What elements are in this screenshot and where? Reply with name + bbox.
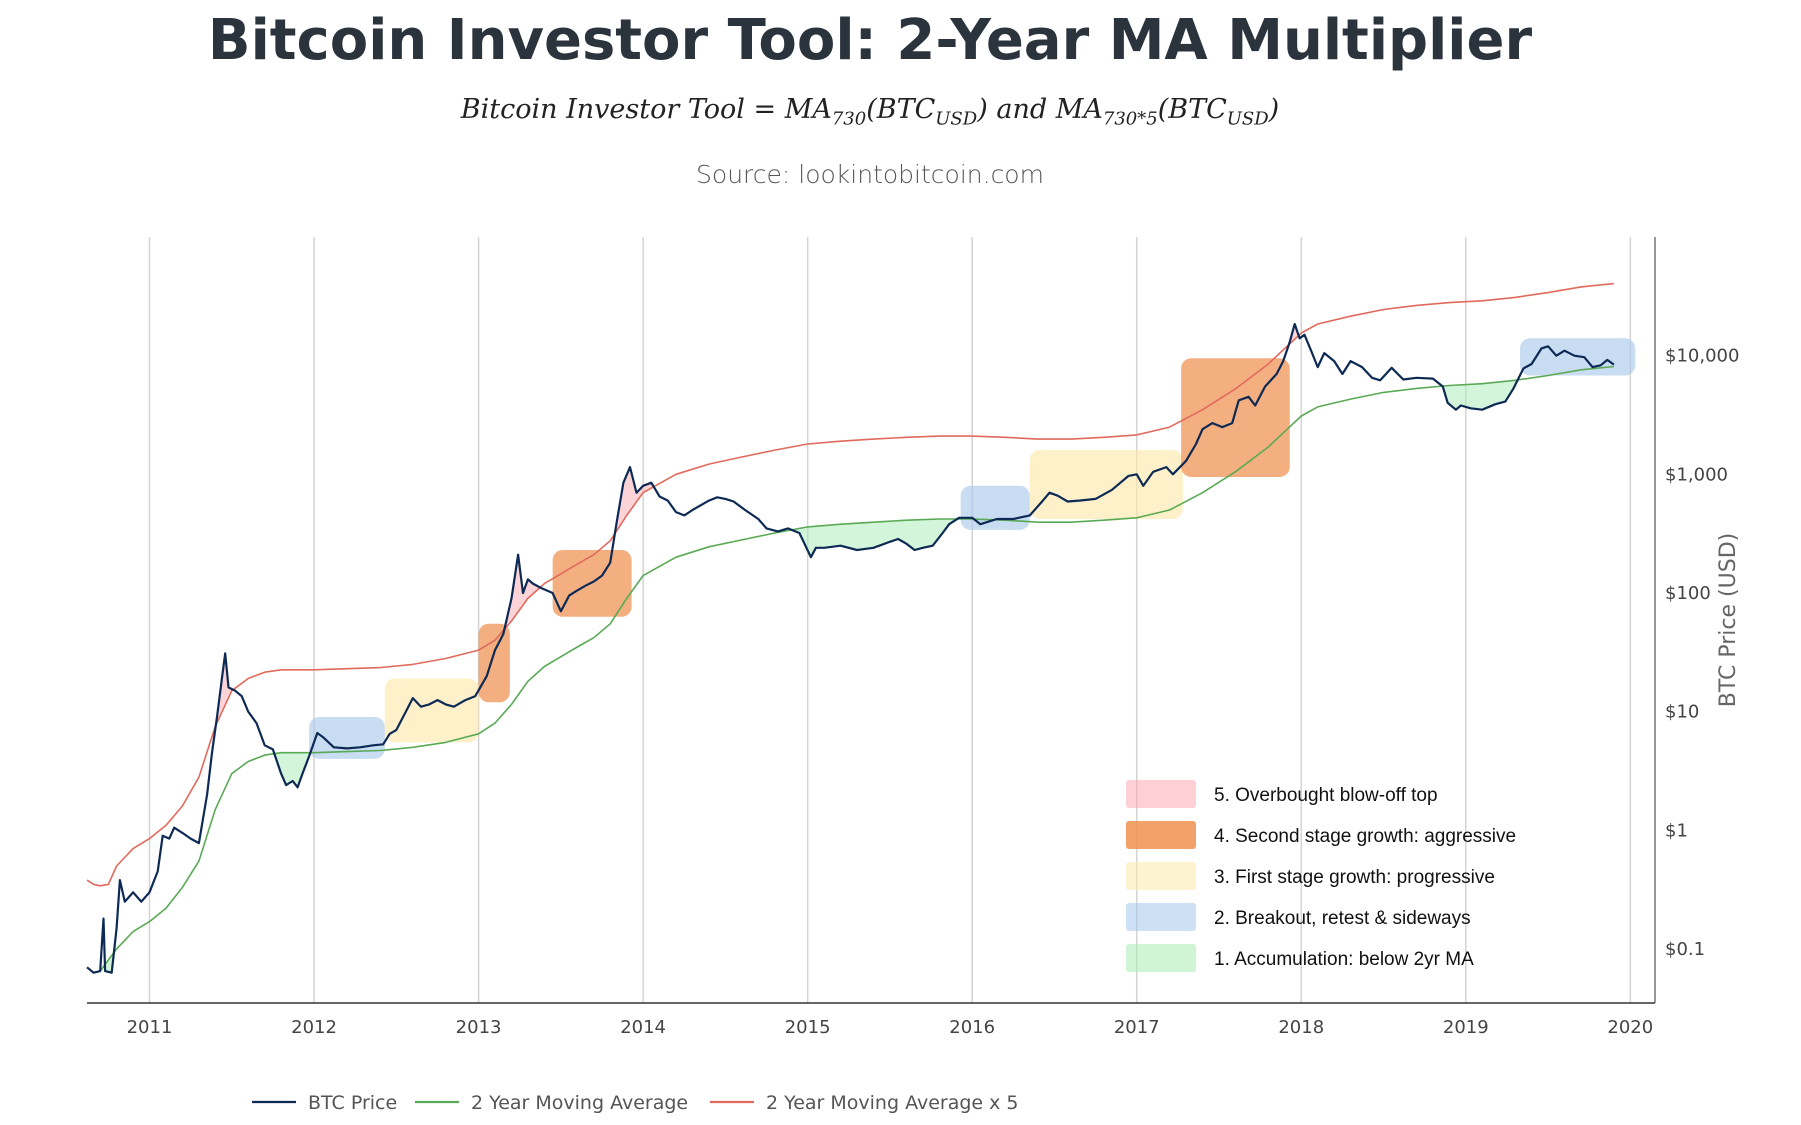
formula: Bitcoin Investor Tool = MA730(BTCUSD) an… (0, 94, 1740, 129)
formula-ma1-sub: 730 (831, 108, 867, 130)
legend-label-phase-4: 4. Second stage growth: aggressive (1214, 826, 1516, 847)
series-legend: BTC Price 2 Year Moving Average 2 Year Mov… (252, 1092, 1019, 1114)
phase-3-zone (384, 678, 479, 743)
x-tick-label-2015: 2015 (785, 1017, 831, 1038)
legend-label-phase-5: 5. Overbought blow-off top (1214, 785, 1438, 806)
phase-zones (309, 338, 1636, 759)
formula-ma2: MA (1055, 94, 1103, 125)
x-tick-label-2020: 2020 (1607, 1017, 1653, 1038)
y-tick-label: $100 (1665, 583, 1711, 604)
x-tick-label-2016: 2016 (949, 1017, 995, 1038)
formula-lhs: Bitcoin Investor Tool (460, 94, 745, 125)
formula-arg1-sub: USD (935, 108, 978, 130)
legend-swatch-phase-4 (1126, 821, 1196, 849)
phase-4-zone (478, 623, 510, 703)
formula-ma1: MA (784, 94, 832, 125)
y-tick-label: $0.1 (1665, 939, 1705, 960)
y-tick-label: $10 (1665, 702, 1699, 723)
blowoff-top-fill (216, 653, 233, 725)
formula-arg1: (BTC (866, 94, 936, 125)
y-tick-label: $10,000 (1665, 346, 1739, 367)
accumulation-fills (105, 324, 1518, 973)
x-tick-label-2014: 2014 (620, 1017, 666, 1038)
legend-label-phase-2: 2. Breakout, retest & sideways (1214, 908, 1471, 929)
series-lines (86, 282, 1615, 974)
x-tick-label-2013: 2013 (456, 1017, 502, 1038)
x-tick-label-2018: 2018 (1278, 1017, 1324, 1038)
y-tick-labels: $0.1 $1 $10 $100 $1,000 $10,000 (1665, 346, 1739, 960)
series-line-btc-price (86, 322, 1615, 974)
series-legend-label: 2 Year Moving Average (471, 1092, 688, 1114)
x-tick-label-2011: 2011 (127, 1017, 173, 1038)
y-axis-title: BTC Price (USD) (1716, 533, 1741, 707)
formula-arg1-close: ) (977, 94, 988, 125)
source-text: Source: lookintobitcoin.com (696, 160, 1044, 189)
legend-swatch-phase-5 (1126, 780, 1196, 808)
phase-2-zone (309, 717, 385, 759)
x-tick-label-2017: 2017 (1114, 1017, 1160, 1038)
axes (87, 237, 1656, 1004)
phase-legend: 5. Overbought blow-off top 4. Second stag… (1126, 780, 1516, 972)
formula-ma2-sub: 730*5 (1102, 108, 1158, 130)
series-legend-label: 2 Year Moving Average x 5 (766, 1092, 1019, 1114)
formula-arg2-sub: USD (1226, 108, 1269, 130)
series-line-2-year-moving-average-x-5 (86, 282, 1614, 887)
x-tick-label-2012: 2012 (291, 1017, 337, 1038)
page-title: Bitcoin Investor Tool: 2-Year MA Multipl… (207, 8, 1533, 73)
phase-4-zone (1181, 358, 1290, 477)
formula-and: and (996, 94, 1048, 125)
legend-swatch-phase-3 (1126, 862, 1196, 890)
phase-3-zone (1029, 450, 1183, 520)
y-tick-label: $1 (1665, 820, 1688, 841)
formula-eq: = (753, 94, 777, 125)
x-tick-labels: 2011 2012 2013 2014 2015 2016 2017 2018 2019 2020 (127, 1017, 1654, 1038)
accumulation-fill (792, 519, 957, 558)
blowoff-top-fill (615, 467, 653, 533)
legend-swatch-phase-2 (1126, 903, 1196, 931)
x-tick-label-2019: 2019 (1443, 1017, 1489, 1038)
formula-arg2-close: ) (1268, 94, 1280, 125)
legend-swatch-phase-1 (1126, 944, 1196, 972)
legend-label-phase-1: 1. Accumulation: below 2yr MA (1214, 949, 1474, 970)
x-gridlines (148, 237, 1632, 1003)
series-legend-label: BTC Price (308, 1092, 397, 1114)
phase-2-zone (960, 485, 1030, 530)
series-line-2-year-moving-average (99, 365, 1614, 972)
y-tick-label: $1,000 (1665, 464, 1728, 485)
formula-arg2: (BTC (1157, 94, 1227, 125)
legend-label-phase-3: 3. First stage growth: progressive (1214, 867, 1495, 888)
